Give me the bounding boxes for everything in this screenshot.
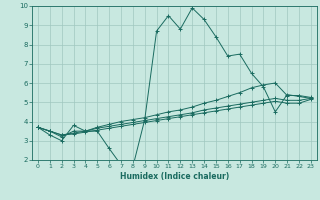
X-axis label: Humidex (Indice chaleur): Humidex (Indice chaleur)	[120, 172, 229, 181]
